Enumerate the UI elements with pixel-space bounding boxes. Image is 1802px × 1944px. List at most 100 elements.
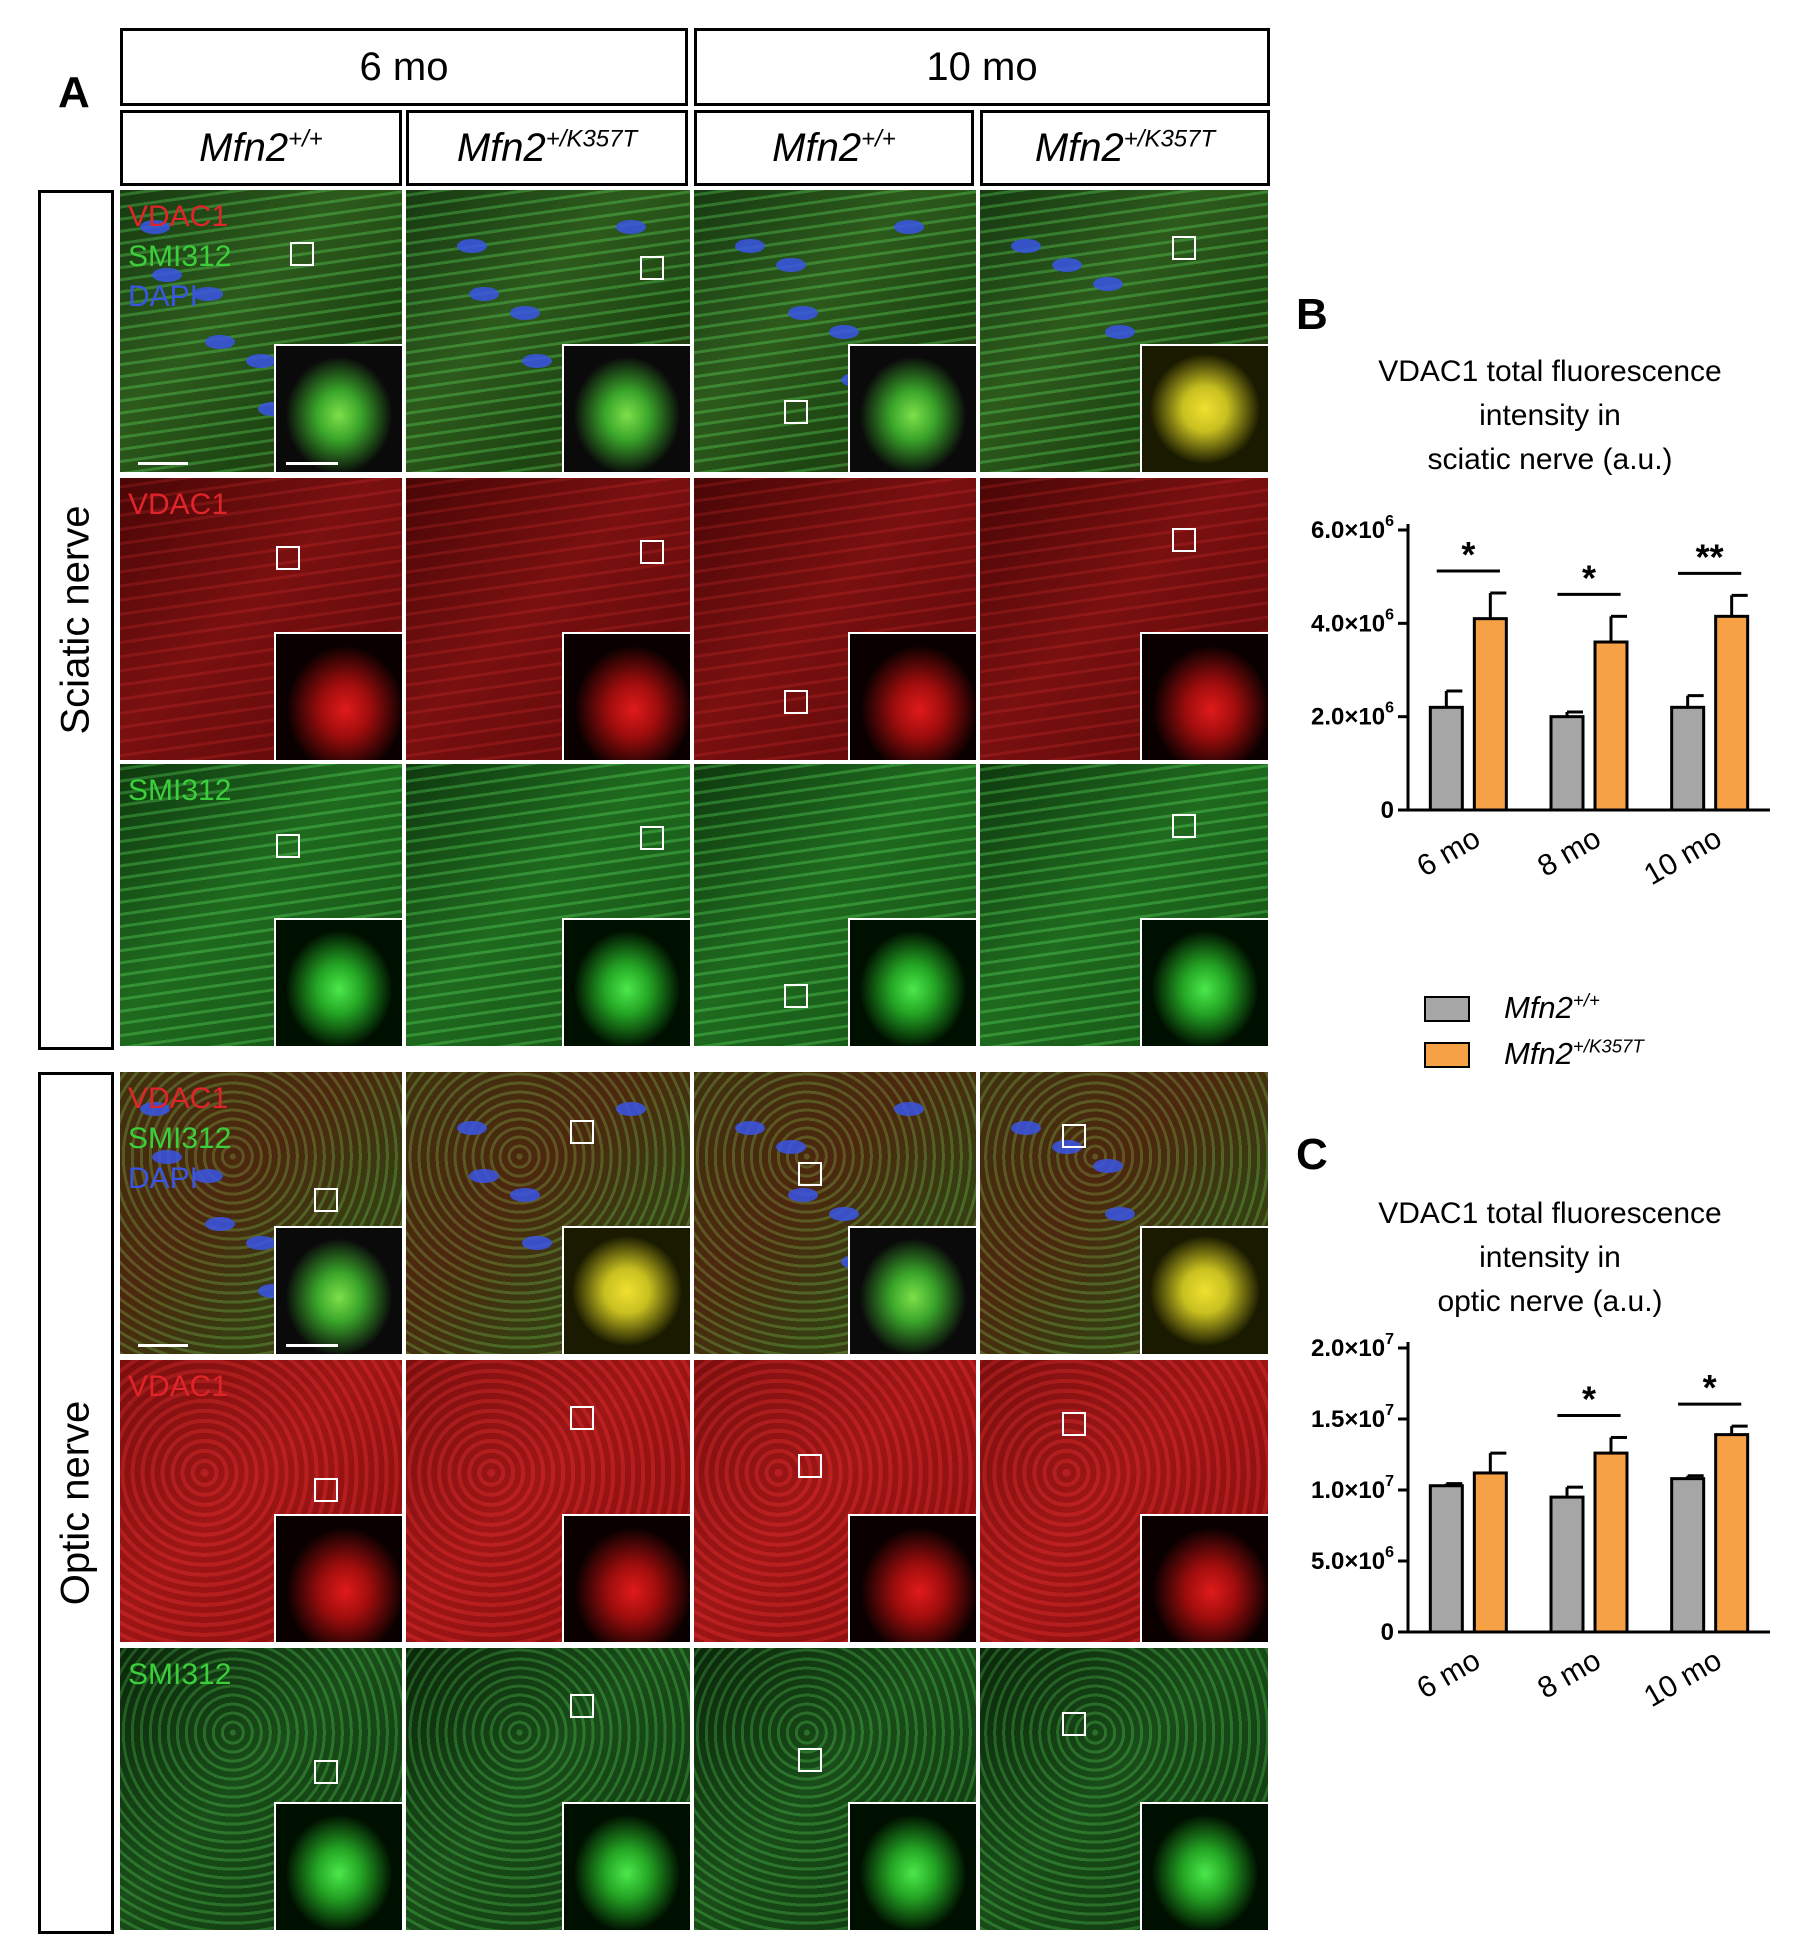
- chart-b-title: VDAC1 total fluorescence intensity in sc…: [1320, 350, 1780, 482]
- bar: [1670, 1477, 1706, 1634]
- zoom-inset: [562, 632, 690, 760]
- stain-label-smi312: SMI312: [128, 240, 232, 273]
- roi-box: [640, 826, 664, 850]
- bar: [1714, 1433, 1750, 1634]
- nucleus: [1052, 258, 1082, 272]
- header-10mo: 10 mo: [694, 28, 1270, 106]
- bar: [1593, 1451, 1629, 1634]
- nucleus: [1105, 325, 1135, 339]
- nucleus: [457, 239, 487, 253]
- micrograph-tile: [980, 478, 1270, 762]
- stain-label-dapi: DAPI: [128, 280, 199, 313]
- x-tick-label: 8 mo: [1532, 1643, 1606, 1705]
- roi-box: [640, 256, 664, 280]
- chart-c-title-line: VDAC1 total fluorescence: [1378, 1197, 1722, 1230]
- genotype-name: Mfn2: [1034, 125, 1124, 170]
- nucleus: [1011, 1121, 1041, 1135]
- header-genotype-4: Mfn2+/K357T: [980, 110, 1270, 186]
- roi-box: [798, 1454, 822, 1478]
- roi-box: [798, 1162, 822, 1186]
- zoom-inset: [562, 1226, 690, 1354]
- micrograph-tile: [980, 190, 1270, 474]
- roi-box: [570, 1120, 594, 1144]
- panel-b-letter: B: [1296, 290, 1328, 339]
- bar: [1670, 705, 1706, 812]
- nucleus: [1011, 239, 1041, 253]
- micrograph-tile: [406, 764, 692, 1048]
- genotype-name: Mfn2: [772, 125, 862, 170]
- nucleus: [894, 220, 924, 234]
- genotype-superscript: +/+: [861, 125, 896, 153]
- chart-c-title-line: intensity in: [1479, 1241, 1621, 1274]
- roi-box: [1062, 1124, 1086, 1148]
- micrograph-tile: [980, 1360, 1270, 1644]
- roi-box: [1172, 528, 1196, 552]
- bar: [1714, 614, 1750, 812]
- header-6mo: 6 mo: [120, 28, 688, 106]
- micrograph-tile: SMI312: [120, 1648, 404, 1932]
- nucleus: [469, 287, 499, 301]
- nucleus: [776, 258, 806, 272]
- y-tick-label: 0: [1381, 1619, 1394, 1646]
- roi-box: [314, 1478, 338, 1502]
- micrograph-tile: [406, 1360, 692, 1644]
- nucleus: [140, 1102, 170, 1116]
- zoom-inset: [274, 1226, 402, 1354]
- zoom-inset: [274, 1802, 402, 1930]
- zoom-inset: [1140, 344, 1268, 472]
- stain-label-vdac1: VDAC1: [128, 1082, 229, 1115]
- nucleus: [205, 1217, 235, 1231]
- micrograph-tile: VDAC1 SMI312 DAPI: [120, 1072, 404, 1356]
- legend-swatch-mut: [1424, 1042, 1470, 1068]
- roi-box: [570, 1694, 594, 1718]
- x-tick-label: 10 mo: [1638, 821, 1727, 890]
- stain-label-dapi: DAPI: [128, 1162, 199, 1195]
- legend-label-wt: Mfn2+/+: [1504, 990, 1600, 1026]
- x-tick-label: 8 mo: [1532, 821, 1606, 883]
- micrograph-tile: [694, 478, 978, 762]
- inset-scale-bar: [286, 462, 338, 465]
- zoom-inset: [562, 344, 690, 472]
- micrograph-tile: [694, 1072, 978, 1356]
- panel-c-letter: C: [1296, 1130, 1328, 1179]
- micrograph-tile: [694, 764, 978, 1048]
- x-tick-label: 6 mo: [1412, 821, 1486, 883]
- y-tick-label: 2.0×106: [1311, 700, 1394, 731]
- y-tick-label: 1.0×107: [1311, 1473, 1394, 1504]
- nucleus: [522, 1236, 552, 1250]
- zoom-inset: [274, 344, 402, 472]
- zoom-inset: [274, 1514, 402, 1642]
- zoom-inset: [1140, 1226, 1268, 1354]
- stain-label-smi312: SMI312: [128, 1658, 232, 1691]
- row-label-optic: Optic nerve: [38, 1072, 114, 1934]
- row-label-text: Optic nerve: [53, 1400, 98, 1606]
- header-genotype-3: Mfn2+/+: [694, 110, 974, 186]
- nucleus: [829, 325, 859, 339]
- nucleus: [510, 1188, 540, 1202]
- bar: [1549, 715, 1585, 812]
- nucleus: [735, 1121, 765, 1135]
- nucleus: [1093, 1159, 1123, 1173]
- bar: [1593, 640, 1629, 812]
- scale-bar: [138, 462, 188, 465]
- nucleus: [193, 1169, 223, 1183]
- zoom-inset: [562, 1514, 690, 1642]
- roi-box: [570, 1406, 594, 1430]
- chart-c-title-line: optic nerve (a.u.): [1437, 1285, 1663, 1318]
- micrograph-tile: [980, 764, 1270, 1048]
- micrograph-tile: [406, 190, 692, 474]
- bar: [1472, 1471, 1508, 1634]
- roi-box: [314, 1188, 338, 1212]
- nucleus: [616, 220, 646, 234]
- nucleus: [246, 1236, 276, 1250]
- nucleus: [469, 1169, 499, 1183]
- y-tick-label: 4.0×106: [1311, 606, 1394, 637]
- zoom-inset: [848, 344, 976, 472]
- stain-label-smi312: SMI312: [128, 774, 232, 807]
- nucleus: [616, 1102, 646, 1116]
- micrograph-tile: [406, 1648, 692, 1932]
- roi-box: [784, 690, 808, 714]
- panel-a-letter: A: [58, 68, 90, 117]
- chart-b: 0 2.0×106 4.0×106 6.0×106 * 6 mo * 8 mo ** 10 mo: [1311, 513, 1770, 890]
- x-tick-label: 10 mo: [1638, 1643, 1727, 1713]
